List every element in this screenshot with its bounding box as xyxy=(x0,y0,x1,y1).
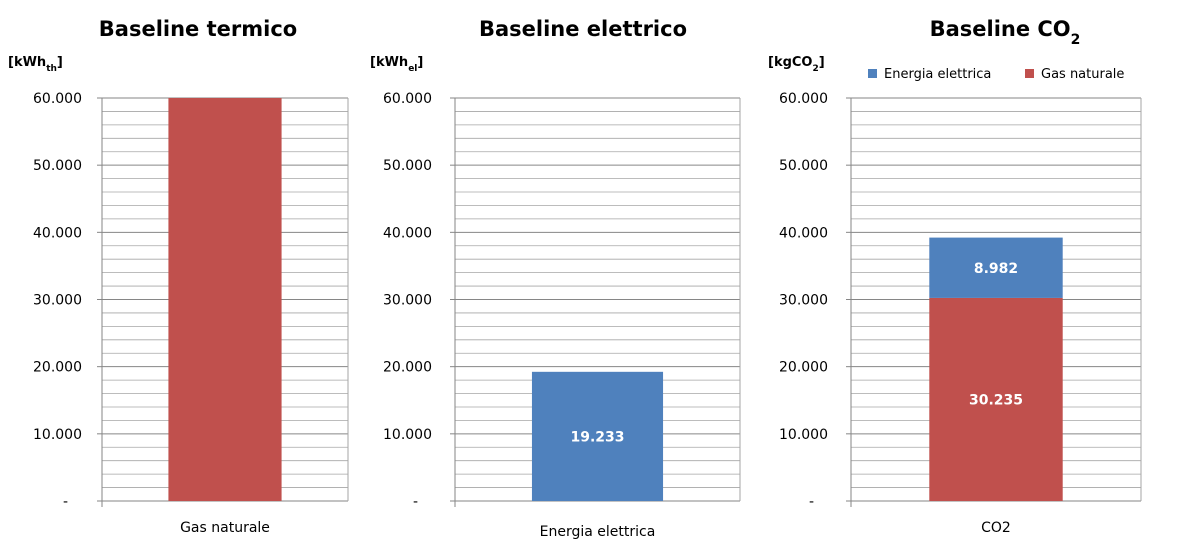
chart-title: Baseline CO2 xyxy=(930,17,1081,48)
y-tick-label: 40.000 xyxy=(779,225,828,241)
y-tick-label: - xyxy=(63,494,68,510)
legend-label: Energia elettrica xyxy=(884,67,991,82)
bar-energia-elettrica xyxy=(531,371,664,501)
y-tick-label: - xyxy=(413,494,418,510)
y-unit-label: [kgCO2] xyxy=(768,55,825,74)
x-category-label: Gas naturale xyxy=(180,520,270,536)
y-tick-label: 50.000 xyxy=(383,158,432,174)
y-tick-label: 30.000 xyxy=(383,293,432,309)
y-tick-label: 60.000 xyxy=(33,91,82,107)
chart-1: Baseline termico [kWhth] - 10.000 20.000 30.0… xyxy=(8,17,349,536)
bar-energia-elettrica xyxy=(929,237,1063,298)
legend-swatch xyxy=(868,69,877,78)
legend: Energia elettrica Gas naturale xyxy=(868,67,1124,82)
chart-2: Baseline elettrico [kWhel] - 10.000 20.000 30… xyxy=(370,17,741,540)
chart-title: Baseline elettrico xyxy=(479,17,687,41)
y-tick-label: 10.000 xyxy=(779,427,828,443)
chart-title: Baseline termico xyxy=(99,17,297,41)
bar-gas-naturale xyxy=(929,297,1063,501)
x-category-label: Energia elettrica xyxy=(540,524,656,540)
y-tick-label: 20.000 xyxy=(33,360,82,376)
y-tick-label: 60.000 xyxy=(383,91,432,107)
y-tick-label: - xyxy=(809,494,814,510)
legend-swatch xyxy=(1025,69,1034,78)
y-unit-label: [kWhel] xyxy=(370,55,423,74)
y-tick-label: 50.000 xyxy=(779,158,828,174)
y-tick-label: 10.000 xyxy=(383,427,432,443)
y-tick-label: 30.000 xyxy=(779,293,828,309)
bar-gas-naturale xyxy=(168,98,282,501)
data-label: 19.233 xyxy=(570,429,624,445)
chart-3: Baseline CO2 [kgCO2] - 10.000 20.000 30.000 40… xyxy=(768,17,1142,536)
y-unit-label: [kWhth] xyxy=(8,55,63,74)
y-tick-label: 20.000 xyxy=(779,360,828,376)
x-category-label: CO2 xyxy=(981,520,1011,536)
y-tick-label: 40.000 xyxy=(33,225,82,241)
legend-label: Gas naturale xyxy=(1041,67,1124,82)
y-tick-label: 20.000 xyxy=(383,360,432,376)
y-tick-label: 40.000 xyxy=(383,225,432,241)
y-tick-label: 30.000 xyxy=(33,293,82,309)
y-tick-label: 50.000 xyxy=(33,158,82,174)
y-tick-label: 10.000 xyxy=(33,427,82,443)
data-label: 8.982 xyxy=(974,261,1018,277)
data-label: 30.235 xyxy=(969,392,1023,408)
y-tick-label: 60.000 xyxy=(779,91,828,107)
